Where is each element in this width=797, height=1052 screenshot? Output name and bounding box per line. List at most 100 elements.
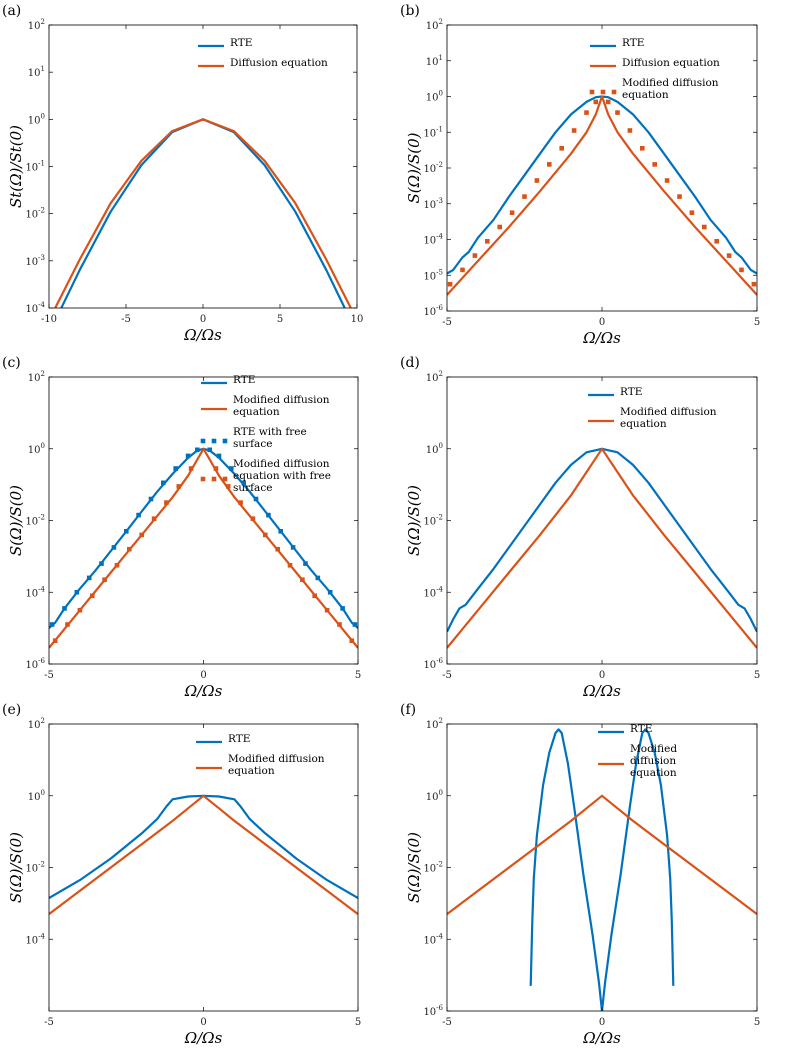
- y-tick-label: 100: [28, 112, 45, 126]
- legend: RTE Diffusion equation: [198, 37, 328, 69]
- x-axis-label: Ω/Ωs: [582, 1029, 621, 1047]
- y-tick-label: 10-2: [423, 861, 443, 875]
- x-tick-label: 10: [351, 314, 364, 325]
- y-tick-label: 100: [28, 789, 45, 803]
- series-dot: [238, 500, 243, 505]
- series-line-0: [529, 728, 675, 1011]
- x-axis-label: Ω/Ωs: [184, 682, 223, 700]
- x-tick-label: 0: [200, 1017, 206, 1028]
- legend-swatch-dot: [600, 89, 606, 95]
- series-dot: [315, 575, 321, 581]
- y-tick-label: 102: [426, 18, 443, 32]
- series-dot: [534, 178, 540, 183]
- y-tick-label: 101: [426, 54, 443, 68]
- panel-label: (c): [2, 355, 21, 371]
- series-dot: [207, 447, 212, 453]
- series-dot: [664, 178, 670, 183]
- series-dot: [337, 622, 342, 627]
- legend-swatch-dot: [222, 476, 228, 482]
- series-dot: [509, 210, 515, 215]
- x-tick-label: 5: [355, 670, 361, 681]
- series-dot: [275, 546, 280, 552]
- series-dot: [547, 162, 552, 167]
- x-tick-label: 0: [599, 670, 605, 681]
- series-dot: [615, 110, 620, 115]
- series-dot: [111, 545, 117, 550]
- series-dot: [65, 622, 70, 627]
- series-dot: [739, 267, 744, 273]
- x-tick-label: 5: [277, 314, 283, 325]
- x-tick-label: -5: [121, 314, 131, 325]
- y-tick-label: 10-3: [25, 254, 45, 268]
- x-tick-label: 0: [599, 1017, 605, 1028]
- series-dot: [225, 484, 231, 489]
- legend-entry: Diffusion equation: [622, 57, 720, 69]
- y-axis-label: S(Ω)/S(0): [405, 132, 423, 203]
- series-dot: [640, 146, 645, 151]
- legend: RTE Modified diffusion equation RTE with fr…: [200, 374, 331, 494]
- series-dot: [188, 466, 194, 471]
- legend-entry: RTE: [622, 37, 644, 49]
- series-dot: [312, 593, 317, 599]
- legend: RTE Modified diffusion equation: [588, 386, 717, 430]
- series-dot: [114, 563, 120, 568]
- panel-b: (b) -5 0 5 10-6 10-5 10-4 10-3 10-2 10-1 100 101 102…: [400, 3, 760, 347]
- series-dot: [148, 496, 154, 502]
- series-dot: [689, 210, 695, 215]
- y-tick-label: 10-3: [423, 197, 443, 211]
- y-axis-label: S(Ω)/S(0): [7, 832, 25, 903]
- series-dot: [447, 281, 453, 287]
- x-tick-label: 0: [599, 317, 605, 328]
- panel-f: (f) -5 0 5 10-6 10-4 10-2 100 102 Ω/Ωs S(Ω)/S(0) RT…: [400, 702, 760, 1047]
- legend-swatch-dot: [200, 476, 206, 482]
- y-tick-label: 100: [426, 90, 443, 104]
- series-dot: [726, 253, 732, 258]
- series-dot: [324, 607, 330, 613]
- series-dot: [229, 466, 234, 471]
- panel-label: (d): [400, 355, 420, 371]
- series-dot: [136, 512, 141, 518]
- series-dot: [605, 99, 611, 105]
- series-dot: [303, 561, 308, 566]
- y-tick-label: 10-6: [423, 657, 443, 671]
- panel-c: (c) -5 0 5 10-6 10-4 10-2 100 102 Ω/Ωs S(Ω)/S(0) RT…: [2, 355, 361, 700]
- y-axis-label: S(Ω)/S(0): [7, 485, 25, 556]
- series-dot: [593, 99, 599, 105]
- y-tick-label: 10-2: [25, 514, 45, 528]
- series-dot: [460, 267, 465, 273]
- series-dot: [352, 622, 358, 627]
- x-axis-label: Ω/Ωs: [582, 682, 621, 700]
- series-dot: [176, 484, 182, 489]
- y-tick-label: 10-6: [25, 657, 45, 671]
- series-dot: [287, 563, 293, 568]
- legend: RTE Modified diffusion equation: [598, 723, 677, 779]
- x-tick-label: 5: [754, 670, 760, 681]
- series-line-1: [49, 447, 358, 649]
- y-tick-label: 10-2: [423, 161, 443, 175]
- series-line-0: [447, 95, 757, 275]
- series-dot: [485, 239, 490, 244]
- axes-frame: [446, 723, 758, 1012]
- series-dot: [250, 516, 256, 521]
- legend-entry: RTE: [228, 733, 250, 745]
- y-tick-label: 102: [28, 370, 45, 384]
- series-line-1: [54, 118, 352, 308]
- x-axis-label: Ω/Ωs: [184, 1029, 223, 1047]
- legend-entry: RTE: [630, 723, 652, 735]
- legend-entry: Modified diffusion equation: [620, 406, 717, 430]
- panel-label: (e): [2, 702, 21, 718]
- series-dot: [327, 590, 333, 595]
- y-tick-label: 10-4: [423, 585, 443, 599]
- y-tick-label: 101: [28, 65, 45, 79]
- x-tick-label: 5: [754, 317, 760, 328]
- series-dot: [139, 532, 144, 538]
- y-axis-label: S(Ω)/S(0): [405, 832, 423, 903]
- series-dot: [349, 638, 355, 643]
- series-dot: [253, 496, 259, 502]
- series-dot: [751, 281, 757, 287]
- x-tick-label: -5: [442, 670, 452, 681]
- y-tick-label: 10-1: [25, 160, 45, 174]
- series-dot: [161, 480, 166, 486]
- legend-entry: RTE: [230, 37, 252, 49]
